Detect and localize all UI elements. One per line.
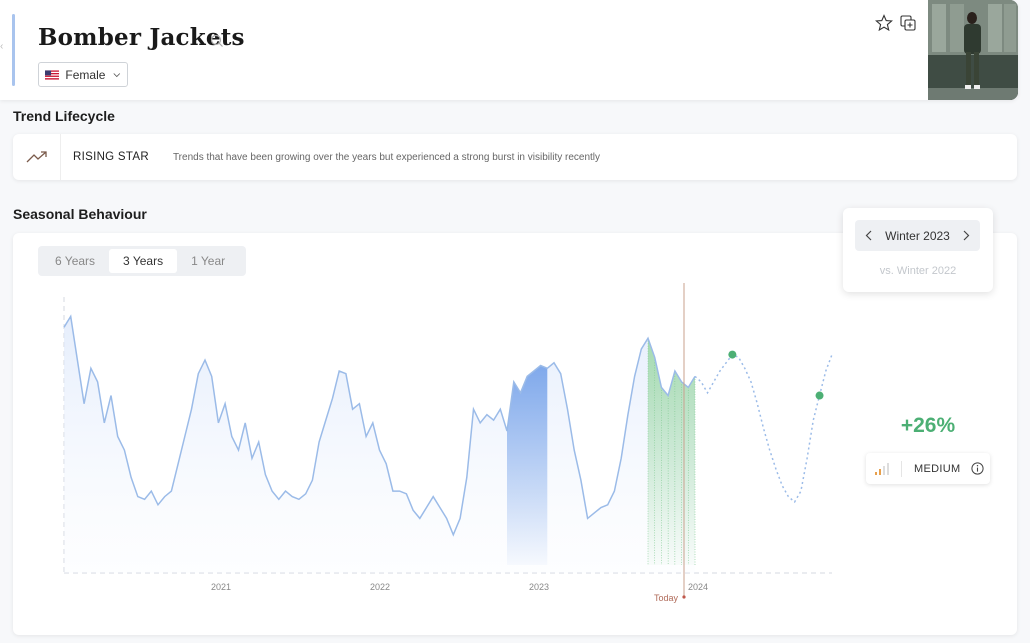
signal-strength-icon bbox=[875, 462, 889, 475]
confidence-chip: MEDIUM bbox=[866, 453, 990, 484]
add-to-collection-icon[interactable] bbox=[899, 14, 917, 32]
x-tick-label: 2024 bbox=[688, 582, 708, 592]
current-season-band bbox=[648, 338, 695, 565]
us-flag-icon bbox=[45, 69, 60, 80]
header-accent bbox=[12, 14, 15, 86]
previous-season-button[interactable] bbox=[861, 226, 875, 246]
confidence-label: MEDIUM bbox=[914, 462, 961, 475]
x-tick-label: 2022 bbox=[370, 582, 390, 592]
x-tick-label: 2023 bbox=[529, 582, 549, 592]
forecast-line bbox=[694, 353, 833, 504]
product-thumbnail[interactable] bbox=[928, 0, 1018, 100]
today-dot bbox=[682, 595, 686, 599]
compare-label: vs. Winter 2022 bbox=[879, 265, 957, 277]
season-navigator: Winter 2023 bbox=[855, 220, 980, 251]
gender-select[interactable]: Female bbox=[38, 62, 128, 87]
trending-up-icon bbox=[26, 151, 47, 163]
chevron-left-icon bbox=[865, 230, 871, 241]
forecast-peak-dot bbox=[728, 350, 737, 359]
page-title: Bomber Jackets bbox=[38, 24, 245, 51]
tab-3-years[interactable]: 3 Years bbox=[109, 249, 178, 273]
history-line bbox=[63, 314, 696, 537]
gender-label: Female bbox=[65, 67, 106, 82]
chevron-right-icon bbox=[964, 230, 970, 241]
tab-1-year[interactable]: 1 Year bbox=[191, 254, 226, 268]
tab-6-years[interactable]: 6 Years bbox=[55, 254, 96, 268]
header-card: ‹ Bomber Jackets Female bbox=[0, 0, 1018, 100]
history-area bbox=[64, 316, 695, 573]
season-selector-card: Winter 2023 vs. Winter 2022 bbox=[843, 208, 993, 292]
forecast-end-dot bbox=[815, 391, 824, 400]
season-change-percent: +26% bbox=[900, 414, 956, 437]
x-tick-label: 2021 bbox=[211, 582, 231, 592]
star-icon[interactable] bbox=[875, 14, 893, 32]
today-label: Today bbox=[654, 593, 679, 603]
previous-season-band bbox=[507, 365, 548, 565]
lifecycle-label: RISING STAR bbox=[73, 151, 149, 163]
season-label: Winter 2023 bbox=[885, 228, 950, 243]
trend-lifecycle-title: Trend Lifecycle bbox=[13, 108, 115, 124]
info-icon[interactable] bbox=[971, 462, 985, 475]
period-tabs: 6 Years 3 Years 1 Year bbox=[38, 246, 246, 276]
search-icon[interactable] bbox=[210, 34, 224, 48]
lifecycle-description: Trends that have been growing over the y… bbox=[172, 151, 601, 163]
chevron-down-icon bbox=[113, 72, 121, 77]
lifecycle-icon-wrap bbox=[13, 134, 61, 180]
seasonal-behaviour-title: Seasonal Behaviour bbox=[13, 206, 147, 222]
next-season-button[interactable] bbox=[960, 226, 974, 246]
lifecycle-card: RISING STAR Trends that have been growin… bbox=[13, 134, 1017, 180]
collapse-handle[interactable]: ‹ bbox=[0, 41, 4, 52]
chip-divider bbox=[901, 460, 902, 477]
